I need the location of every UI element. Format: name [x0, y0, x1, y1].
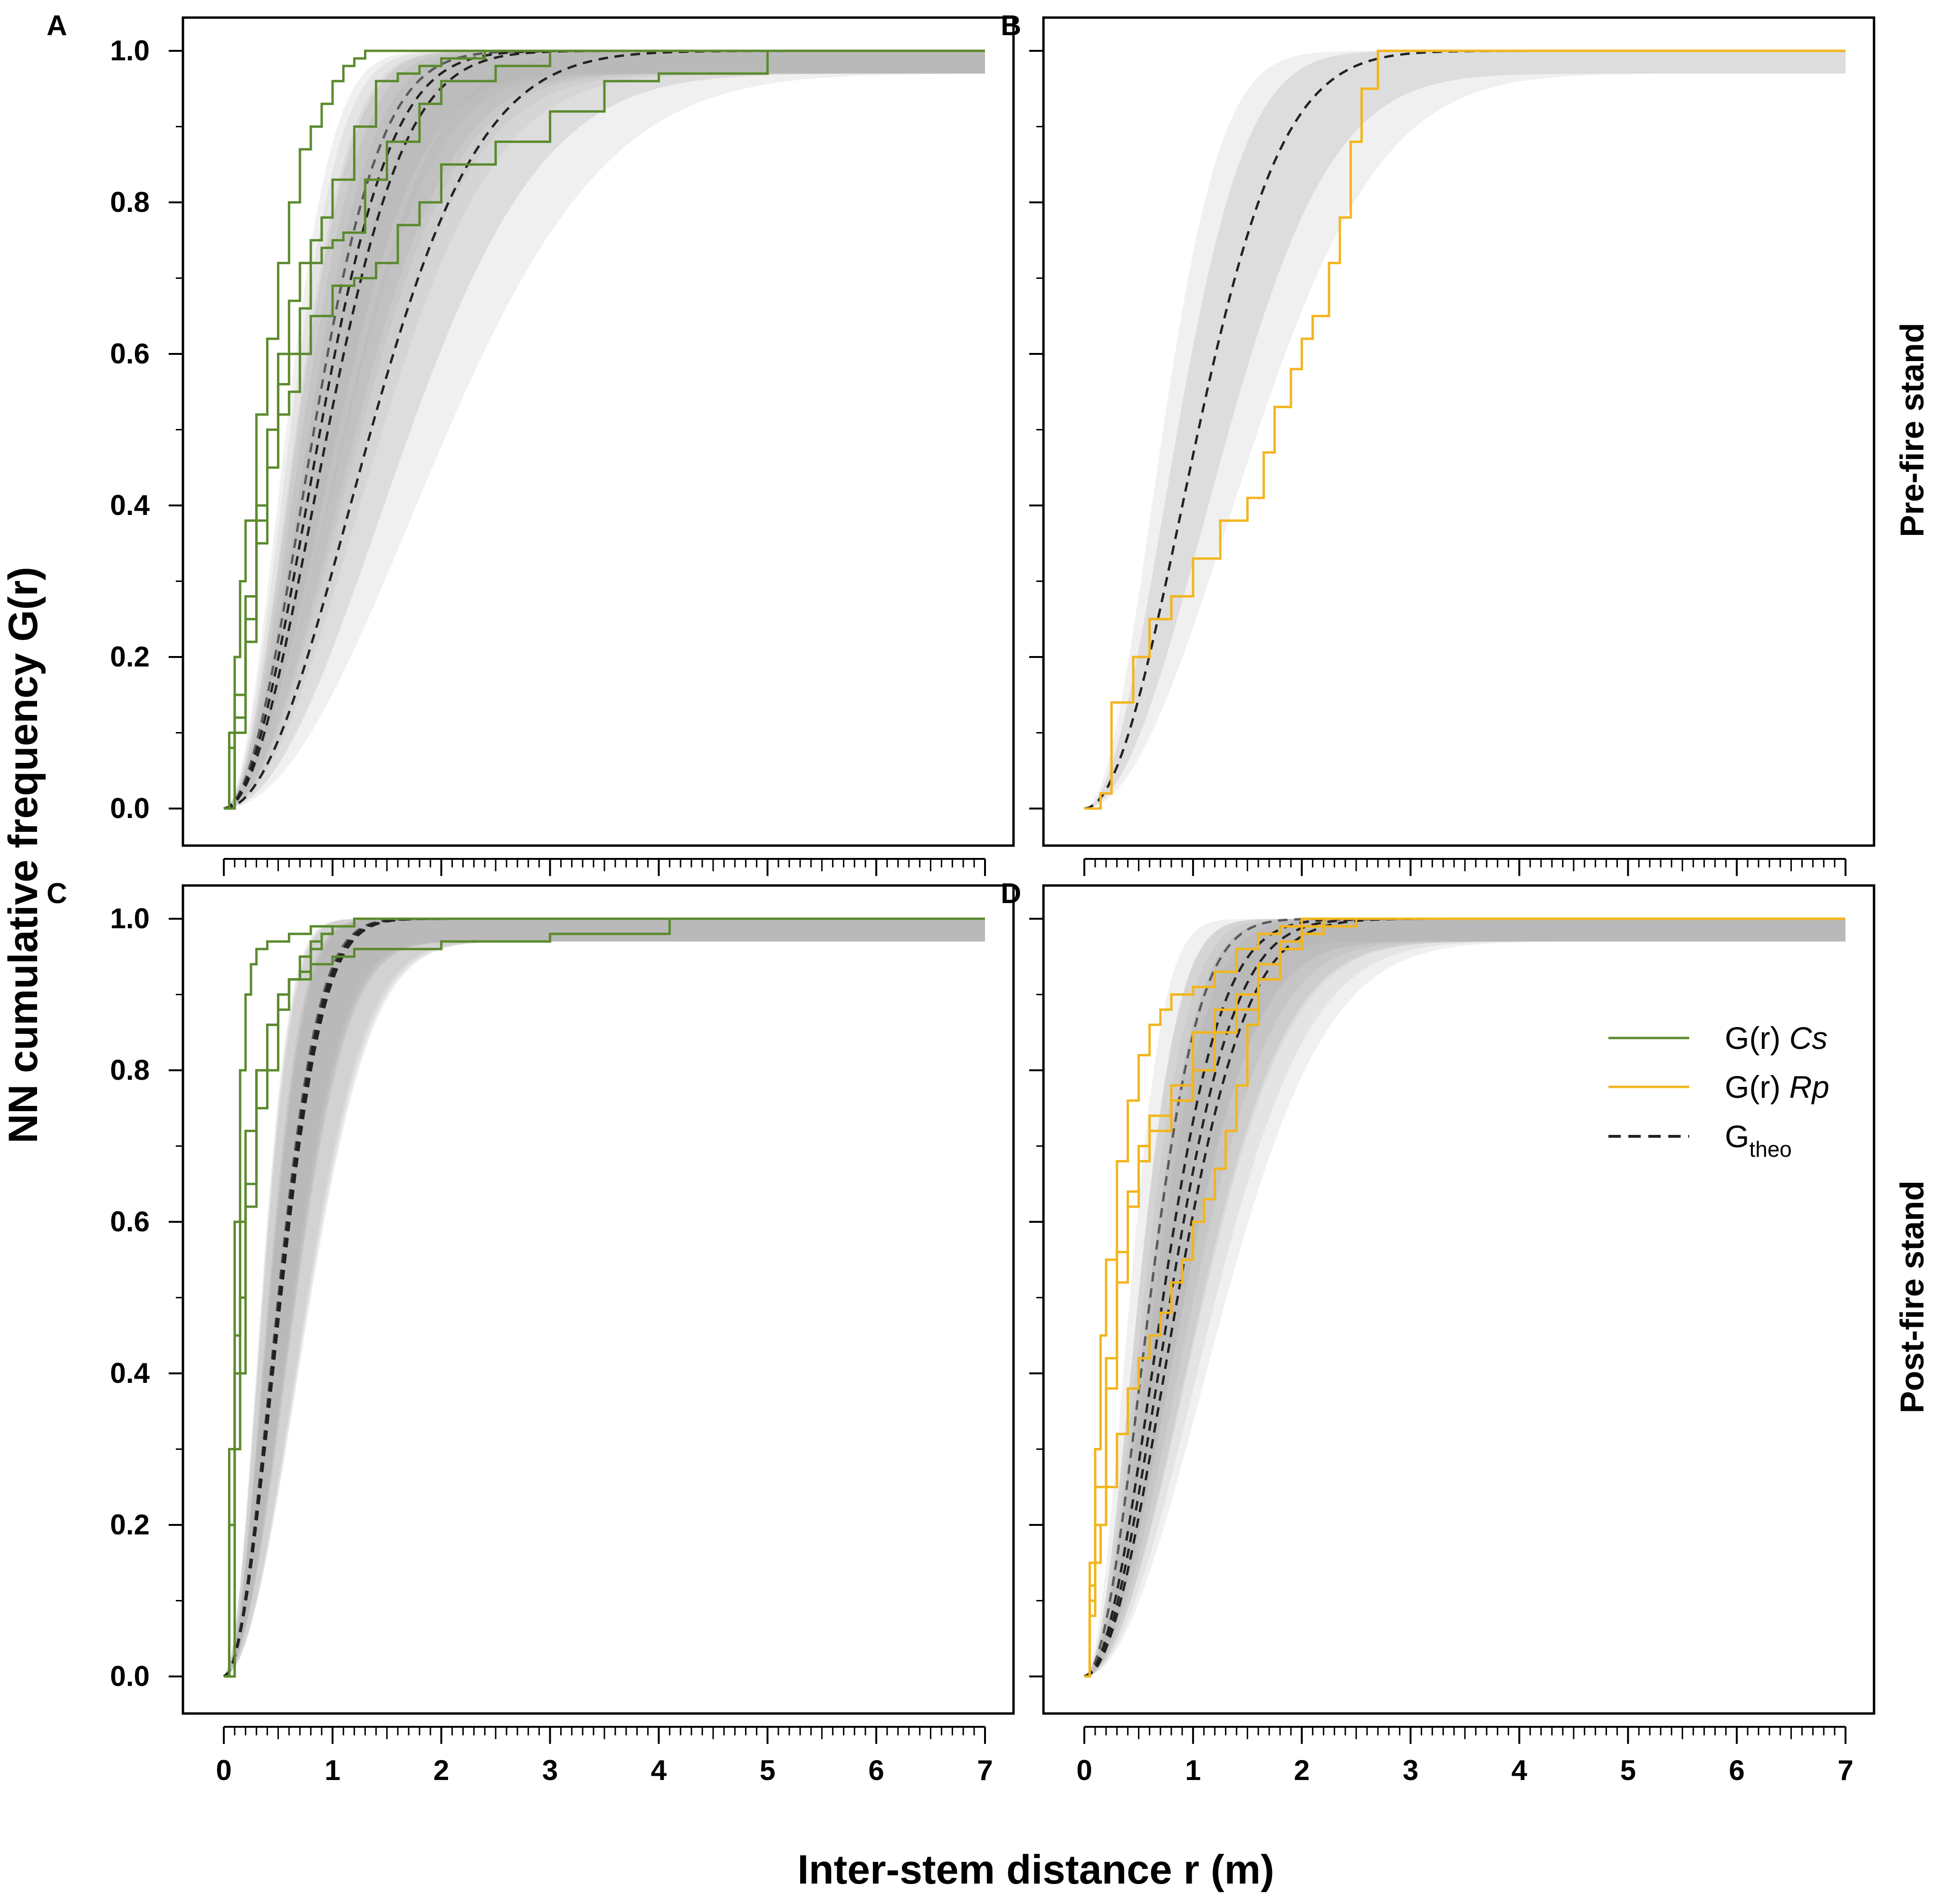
panel-b-envelope-1-1 — [1084, 51, 1846, 809]
panel-c-xtick-label-5: 5 — [760, 1754, 775, 1786]
legend-label-theo: Gtheo — [1725, 1119, 1792, 1161]
panel-a-envelope-4-1 — [224, 51, 985, 809]
panel-a: 0.0 0.2 0.4 0.6 0.8 1.0 A — [47, 10, 1015, 876]
panel-a-ytick-label-5: 1.0 — [110, 35, 150, 67]
panel-a-frame — [182, 16, 1015, 847]
panel-d-xtick-label-7: 7 — [1837, 1754, 1853, 1786]
panel-a-ytick-label-0: 0.0 — [110, 792, 150, 824]
panel-a-ytick-label-1: 0.2 — [110, 641, 150, 673]
panel-c-observed — [224, 917, 985, 1678]
panel-b-letter: B — [1001, 10, 1021, 41]
legend-label-rp-species: Rp — [1789, 1069, 1829, 1104]
panel-c-xtick-label-3: 3 — [542, 1754, 558, 1786]
panel-c-ytick-label-0: 0.0 — [110, 1660, 150, 1692]
legend-label-theo-main: G — [1725, 1119, 1749, 1154]
panel-d-observed — [1084, 917, 1846, 1678]
panel-a-envelope-3-1 — [224, 51, 985, 809]
panel-c-envelope-3-1 — [224, 919, 985, 1676]
panel-d-xtick-label-3: 3 — [1403, 1754, 1418, 1786]
panel-c-xtick-label-2: 2 — [433, 1754, 449, 1786]
panel-c-ytick-label-3: 0.6 — [110, 1206, 150, 1238]
panel-c-ytick-label-2: 0.4 — [110, 1357, 150, 1389]
row-label-post-fire: Post-fire stand — [1894, 1180, 1931, 1413]
panel-a-envelope-4-2 — [224, 51, 985, 809]
panel-c-letter: C — [47, 877, 67, 909]
legend: G(r) Cs G(r) Rp Gtheo — [1608, 1020, 1829, 1161]
panel-a-observed-line-4 — [224, 49, 985, 810]
panel-a-envelope-2-1 — [224, 51, 985, 809]
panel-a-observed-line-1 — [224, 49, 985, 810]
panel-c-ytick-label-4: 0.8 — [110, 1054, 150, 1086]
panel-b-envelopes — [1084, 51, 1846, 809]
legend-label-cs-prefix: G(r) — [1725, 1020, 1789, 1056]
legend-label-rp: G(r) Rp — [1725, 1069, 1829, 1104]
panel-c-envelope-1-1 — [224, 919, 985, 1676]
panel-c-envelope-2-1 — [224, 919, 985, 1676]
panel-a-observed-line-3 — [224, 49, 985, 810]
legend-label-cs: G(r) Cs — [1725, 1020, 1827, 1056]
y-axis-title: NN cumulative frequency G(r) — [0, 567, 46, 1143]
panel-c-xtick-label-7: 7 — [977, 1754, 993, 1786]
panel-a-ytick-label-2: 0.4 — [110, 489, 150, 521]
panel-a-observed-line-2 — [224, 49, 985, 810]
panel-a-observed — [224, 49, 985, 810]
panel-d-xtick-label-0: 0 — [1076, 1754, 1092, 1786]
panel-c-observed-line-3 — [224, 917, 985, 1678]
legend-label-rp-prefix: G(r) — [1725, 1069, 1789, 1104]
panel-c-xtick-label-6: 6 — [868, 1754, 884, 1786]
panel-c-ytick-label-5: 1.0 — [110, 903, 150, 934]
panel-c-ytick-label-1: 0.2 — [110, 1509, 150, 1541]
panel-c-observed-line-4 — [224, 917, 985, 1678]
panel-d-frame — [1042, 884, 1875, 1715]
panel-b: B — [1001, 10, 1875, 876]
panel-b-observed-line-1 — [1084, 49, 1846, 810]
panel-a-ytick-label-3: 0.6 — [110, 338, 150, 370]
panel-d-xtick-label-5: 5 — [1620, 1754, 1636, 1786]
panel-d: 0 1 2 3 4 5 6 7 D — [1001, 877, 1875, 1786]
panel-c-observed-line-1 — [224, 917, 985, 1678]
panel-a-envelope-1-1 — [224, 51, 985, 809]
panel-c-xtick-label-4: 4 — [651, 1754, 667, 1786]
x-axis-title: Inter-stem distance r (m) — [797, 1847, 1274, 1893]
panel-c-xtick-label-0: 0 — [216, 1754, 231, 1786]
legend-label-theo-sub: theo — [1749, 1137, 1792, 1161]
panel-b-envelope-1-2 — [1084, 51, 1846, 809]
panel-d-observed-line-4 — [1084, 917, 1846, 1678]
panel-c-frame — [182, 884, 1015, 1715]
panel-c: 0.0 0.2 0.4 0.6 0.8 1.0 0 1 2 3 4 5 6 7 C — [47, 877, 1015, 1786]
panel-a-ytick-label-4: 0.8 — [110, 186, 150, 218]
panel-d-envelopes — [1084, 919, 1846, 1676]
panel-d-xtick-label-4: 4 — [1511, 1754, 1528, 1786]
panel-b-frame — [1042, 16, 1875, 847]
panel-d-envelope-4-1 — [1084, 919, 1846, 1676]
panel-a-envelopes — [224, 51, 985, 809]
legend-label-cs-species: Cs — [1789, 1020, 1828, 1056]
panel-d-observed-line-1 — [1084, 917, 1846, 1678]
panel-a-letter: A — [47, 10, 67, 41]
panel-b-observed — [1084, 49, 1846, 810]
panel-d-xtick-label-1: 1 — [1185, 1754, 1201, 1786]
row-label-pre-fire: Pre-fire stand — [1894, 323, 1931, 537]
panel-d-letter: D — [1001, 877, 1021, 909]
panel-d-xtick-label-2: 2 — [1294, 1754, 1310, 1786]
panel-c-xtick-label-1: 1 — [325, 1754, 340, 1786]
panel-c-envelope-4-1 — [224, 919, 985, 1676]
panel-c-envelopes — [224, 919, 985, 1676]
panel-d-xtick-label-6: 6 — [1729, 1754, 1744, 1786]
